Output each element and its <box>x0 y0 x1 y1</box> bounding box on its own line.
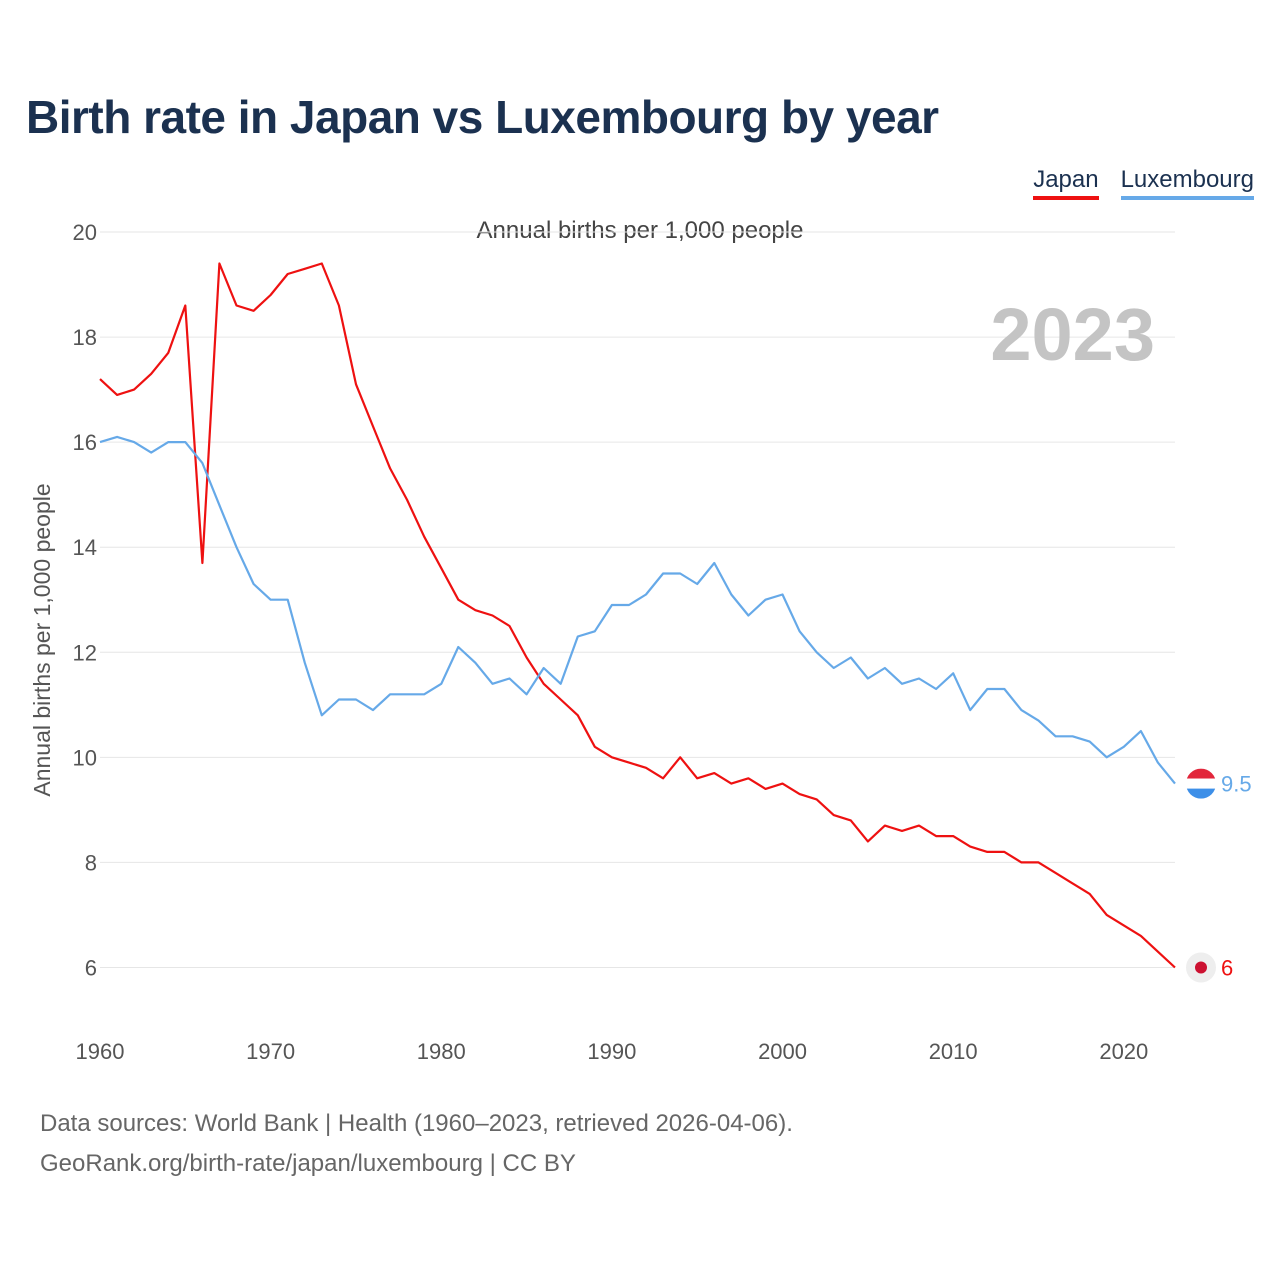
y-tick-label: 14 <box>73 535 97 560</box>
series-line-japan <box>99 262 1176 969</box>
flag-japan-icon <box>1186 952 1216 983</box>
series-line-luxembourg <box>99 435 1176 785</box>
chart-title: Birth rate in Japan vs Luxembourg by yea… <box>26 91 939 143</box>
y-tick-label: 10 <box>73 745 97 770</box>
year-label: 2023 <box>990 293 1155 376</box>
y-tick-label: 12 <box>73 640 97 665</box>
flag-stripe-blue <box>1186 788 1216 799</box>
end-value-japan: 6 <box>1221 955 1233 980</box>
flag-sun <box>1195 961 1207 974</box>
x-tick-label: 1990 <box>587 1039 636 1064</box>
source-link[interactable]: GeoRank.org/birth-rate/japan/luxembourg … <box>40 1150 576 1177</box>
footer: Data sources: World Bank | Health (1960–… <box>40 1104 793 1184</box>
legend-japan[interactable]: Japan <box>1033 166 1099 200</box>
end-value-luxembourg: 9.5 <box>1221 772 1252 797</box>
x-tick-label: 2000 <box>758 1039 807 1064</box>
y-tick-label: 8 <box>85 850 97 875</box>
x-tick-label: 2010 <box>929 1039 978 1064</box>
x-tick-label: 1960 <box>76 1039 125 1064</box>
y-tick-label: 16 <box>73 430 97 455</box>
legend: Japan Luxembourg <box>1033 166 1254 200</box>
y-tick-label: 6 <box>85 955 97 980</box>
legend-luxembourg[interactable]: Luxembourg <box>1120 166 1254 200</box>
y-axis-label: Annual births per 1,000 people <box>29 483 55 796</box>
x-tick-label: 1980 <box>417 1039 466 1064</box>
flag-stripe-white <box>1186 778 1216 789</box>
flag-stripe-red <box>1186 768 1216 779</box>
flag-stripes <box>1186 768 1216 799</box>
y-tick-label: 18 <box>73 325 97 350</box>
flag-luxembourg-icon <box>1186 768 1216 799</box>
chart-subtitle: Annual births per 1,000 people <box>476 217 804 244</box>
y-tick-label: 20 <box>73 220 97 245</box>
source-note: Data sources: World Bank | Health (1960–… <box>40 1110 793 1137</box>
x-tick-label: 1970 <box>246 1039 295 1064</box>
x-tick-label: 2020 <box>1099 1039 1148 1064</box>
